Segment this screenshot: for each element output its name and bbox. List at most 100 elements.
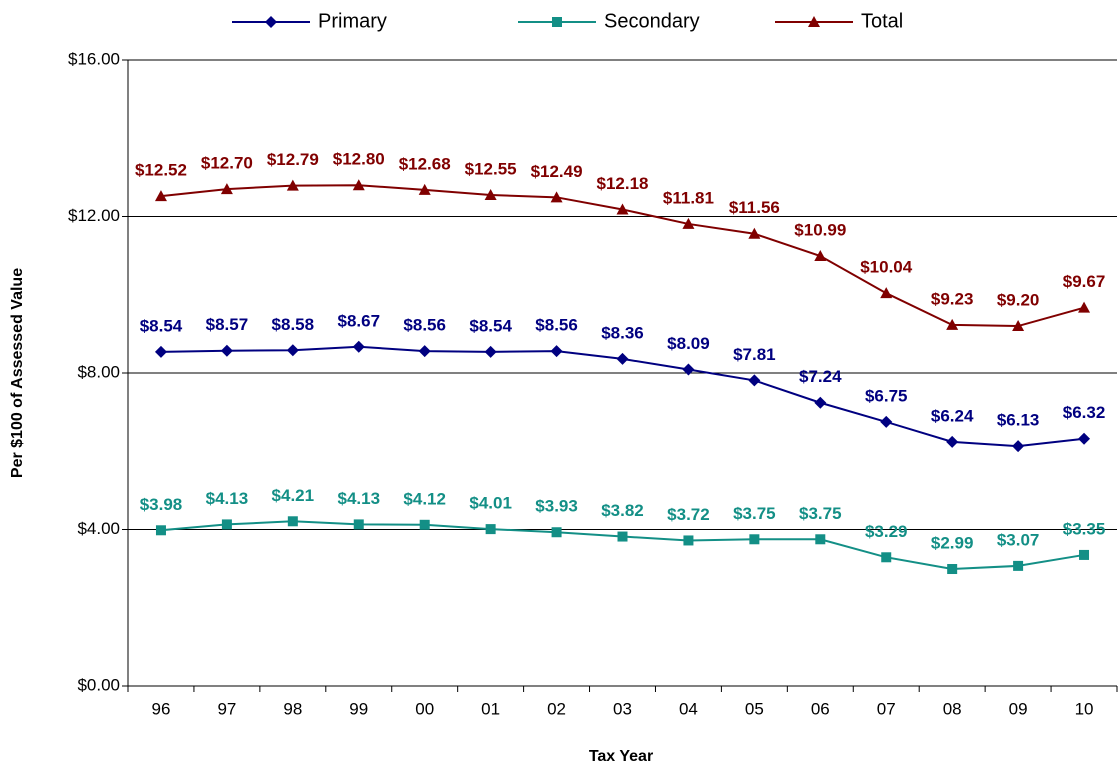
point [353,519,364,530]
point [946,435,959,448]
x-tick-label: 96 [152,699,171,718]
legend-label: Primary [318,10,387,32]
point [1078,432,1091,445]
data-label: $12.70 [201,154,253,173]
data-label: $8.58 [272,315,315,334]
x-tick-label: 08 [943,699,962,718]
data-label: $4.13 [206,489,249,508]
legend-marker [808,16,820,27]
point [748,227,761,239]
point [946,318,959,330]
point [682,363,695,376]
point [815,534,826,545]
point [1079,549,1090,560]
data-label: $6.32 [1063,403,1106,422]
data-label: $9.20 [997,291,1040,310]
data-label: $10.99 [794,221,846,240]
point [419,519,430,530]
data-label: $3.98 [140,495,183,514]
data-label: $6.24 [931,406,974,425]
point [220,344,233,357]
point [154,345,167,358]
data-label: $12.80 [333,150,385,169]
point [880,415,893,428]
data-label: $2.99 [931,534,974,553]
data-label: $11.81 [663,188,714,207]
data-label: $3.72 [667,505,710,524]
legend-marker [265,16,277,28]
data-label: $4.13 [337,489,380,508]
x-tick-label: 03 [613,699,632,718]
y-tick-label: $0.00 [77,675,120,694]
data-label: $10.04 [860,258,913,277]
point [418,183,431,195]
data-label: $12.79 [267,150,319,169]
data-label: $8.56 [403,316,446,335]
x-tick-label: 10 [1075,699,1094,718]
data-label: $12.52 [135,161,187,180]
data-label: $4.01 [469,494,512,513]
data-label: $9.67 [1063,272,1106,291]
point [814,396,827,409]
y-tick-label: $8.00 [77,362,120,381]
data-label: $3.93 [535,497,578,516]
x-tick-label: 97 [217,699,236,718]
data-label: $4.21 [272,486,315,505]
point [484,188,497,200]
y-tick-label: $4.00 [77,519,120,538]
point [155,525,166,536]
point [418,345,431,358]
point [683,535,694,546]
point [551,527,562,538]
point [682,217,695,229]
x-axis-title: Tax Year [589,748,653,765]
point [550,191,563,203]
point [1012,440,1025,453]
data-label: $4.12 [403,489,446,508]
point [286,179,299,191]
data-label: $12.55 [465,159,517,178]
point [617,531,628,542]
data-label: $8.56 [535,316,578,335]
point [550,345,563,358]
x-tick-label: 09 [1009,699,1028,718]
data-label: $3.75 [799,504,842,523]
x-tick-label: 04 [679,699,698,718]
point [484,345,497,358]
data-label: $3.35 [1063,519,1106,538]
x-tick-label: 07 [877,699,896,718]
point [352,179,365,191]
data-label: $8.67 [337,311,380,330]
data-label: $8.57 [206,315,249,334]
data-label: $8.36 [601,323,644,342]
legend-label: Total [861,10,903,32]
data-label: $6.13 [997,411,1040,430]
data-label: $12.49 [531,162,583,181]
point [154,190,167,202]
x-tick-label: 06 [811,699,830,718]
data-label: $6.75 [865,386,908,405]
point [814,250,827,262]
point [748,374,761,387]
point [880,287,893,299]
point [947,564,958,575]
data-label: $12.68 [399,154,451,173]
x-tick-label: 02 [547,699,566,718]
data-label: $7.24 [799,367,842,386]
point [749,534,760,545]
point [287,516,298,527]
data-label: $3.29 [865,522,908,541]
data-label: $3.82 [601,501,644,520]
legend-marker [552,17,562,27]
x-tick-label: 00 [415,699,434,718]
x-tick-label: 99 [349,699,368,718]
data-label: $3.07 [997,530,1040,549]
point [616,203,629,215]
data-label: $12.18 [597,174,649,193]
data-label: $7.81 [733,345,776,364]
y-axis-title: Per $100 of Assessed Value [9,268,26,478]
point [1012,320,1025,332]
data-label: $11.56 [729,198,780,217]
point [1078,301,1091,313]
